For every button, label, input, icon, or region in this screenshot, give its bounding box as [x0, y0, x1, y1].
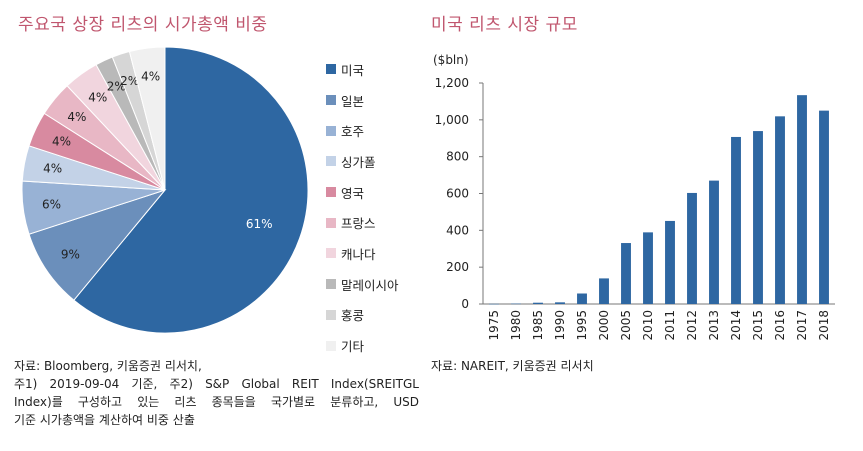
pie-data-label: 9%	[61, 247, 80, 261]
legend-label: 싱가폴	[341, 154, 376, 170]
legend-item: 홍콩	[326, 300, 399, 331]
bar	[753, 131, 763, 304]
legend-swatch	[326, 64, 336, 75]
legend-item: 호주	[326, 115, 399, 146]
y-tick-label: 400	[446, 223, 469, 237]
pie-data-label: 61%	[246, 217, 273, 231]
legend-swatch	[326, 248, 336, 259]
pie-slice	[28, 188, 167, 301]
bar-chart: ($bln) 0 200 400 600 800 1,000 1,200 1975 1980 198…	[433, 53, 835, 341]
bar	[643, 232, 653, 304]
y-tick-label: 1,000	[435, 113, 469, 127]
bar	[577, 293, 587, 304]
x-tick-label: 1985	[531, 310, 545, 341]
x-tick-label: 2015	[751, 310, 765, 341]
y-tick-label: 200	[446, 260, 469, 274]
legend-label: 프랑스	[341, 216, 376, 232]
x-tick-label: 2018	[817, 310, 831, 341]
legend-swatch	[326, 187, 336, 198]
pie-data-label: 4%	[52, 134, 71, 148]
legend-swatch	[326, 217, 336, 228]
y-unit-label: ($bln)	[433, 53, 469, 67]
x-tick-label: 2010	[641, 310, 655, 341]
pie-data-label: 6%	[42, 197, 61, 211]
pie-data-label: 2%	[120, 74, 139, 88]
y-tick-label: 600	[446, 187, 469, 201]
x-tick-label: 1990	[553, 310, 567, 341]
source-note-line: 주1) 2019-09-04 기준, 주2) S&P Global REIT I…	[14, 377, 419, 391]
pie-chart-title: 주요국 상장 리츠의 시가총액 비중	[18, 15, 268, 35]
y-tick-label: 1,200	[435, 76, 469, 90]
x-tick-label: 1975	[487, 310, 501, 341]
legend-label: 미국	[341, 62, 365, 78]
bar	[709, 180, 719, 304]
bar	[489, 303, 499, 305]
pie-data-label: 2%	[107, 80, 126, 94]
x-tick-label: 2012	[685, 310, 699, 341]
legend-item: 미국	[326, 54, 399, 85]
x-tick-label: 2000	[597, 310, 611, 341]
legend-label: 영국	[341, 185, 365, 201]
bar	[775, 116, 785, 304]
pie-data-label: 4%	[67, 110, 86, 124]
legend-swatch	[326, 95, 336, 106]
source-note-line: Index)를 구성하고 있는 리츠 종목들을 국가별로 분류하고, USD	[14, 395, 419, 409]
bar	[511, 303, 521, 305]
bar	[797, 95, 807, 304]
bar	[599, 278, 609, 304]
legend-item: 싱가폴	[326, 146, 399, 177]
bar	[731, 136, 741, 304]
legend-item: 일본	[326, 85, 399, 116]
x-tick-label: 2017	[795, 310, 809, 341]
source-note-line: 기준 시가총액을 계산하여 비중 산출	[14, 413, 195, 427]
legend-label: 호주	[341, 124, 365, 140]
x-tick-label: 2014	[729, 310, 743, 341]
bar	[555, 302, 565, 304]
x-tick-label: 1995	[575, 310, 589, 341]
bar-chart-title: 미국 리츠 시장 규모	[431, 15, 578, 35]
x-tick-label: 1980	[509, 310, 523, 341]
legend-label: 말레이시아	[341, 277, 399, 293]
pie-data-label: 4%	[43, 162, 62, 176]
legend-label: 캐나다	[341, 246, 376, 262]
y-tick-label: 0	[461, 297, 469, 311]
legend-swatch	[326, 125, 336, 136]
legend-swatch	[326, 340, 336, 351]
legend-swatch	[326, 156, 336, 167]
source-note-right: 자료: NAREIT, 키움증권 리서치	[431, 359, 594, 373]
bar	[819, 110, 829, 305]
bar	[665, 220, 675, 304]
pie-slice	[73, 46, 309, 334]
legend-label: 홍콩	[341, 308, 365, 324]
pie-data-label: 4%	[88, 90, 107, 104]
legend-item: 프랑스	[326, 207, 399, 238]
x-tick-label: 2005	[619, 310, 633, 341]
legend-item: 말레이시아	[326, 269, 399, 300]
x-tick-label: 2016	[773, 310, 787, 341]
x-tick-label: 2013	[707, 310, 721, 341]
bar	[621, 243, 631, 304]
pie-slice	[128, 46, 166, 191]
source-note-left: 자료: Bloomberg, 키움증권 리서치, 주1) 2019-09-04 …	[14, 357, 419, 429]
source-note-line: 자료: Bloomberg, 키움증권 리서치,	[14, 359, 202, 373]
legend-label: 기타	[341, 339, 365, 355]
bar	[687, 192, 697, 304]
legend-item: 기타	[326, 330, 399, 361]
pie-chart: 61%9%6%4%4%4%4%2%2% 4%	[21, 46, 309, 334]
x-tick-label: 2011	[663, 310, 677, 341]
legend-item: 영국	[326, 177, 399, 208]
legend-swatch	[326, 279, 336, 290]
bar	[533, 302, 543, 304]
legend-item: 캐나다	[326, 238, 399, 269]
y-tick-label: 800	[446, 150, 469, 164]
pie-data-label: 4%	[141, 70, 160, 84]
legend-label: 일본	[341, 93, 365, 109]
legend-swatch	[326, 309, 336, 320]
